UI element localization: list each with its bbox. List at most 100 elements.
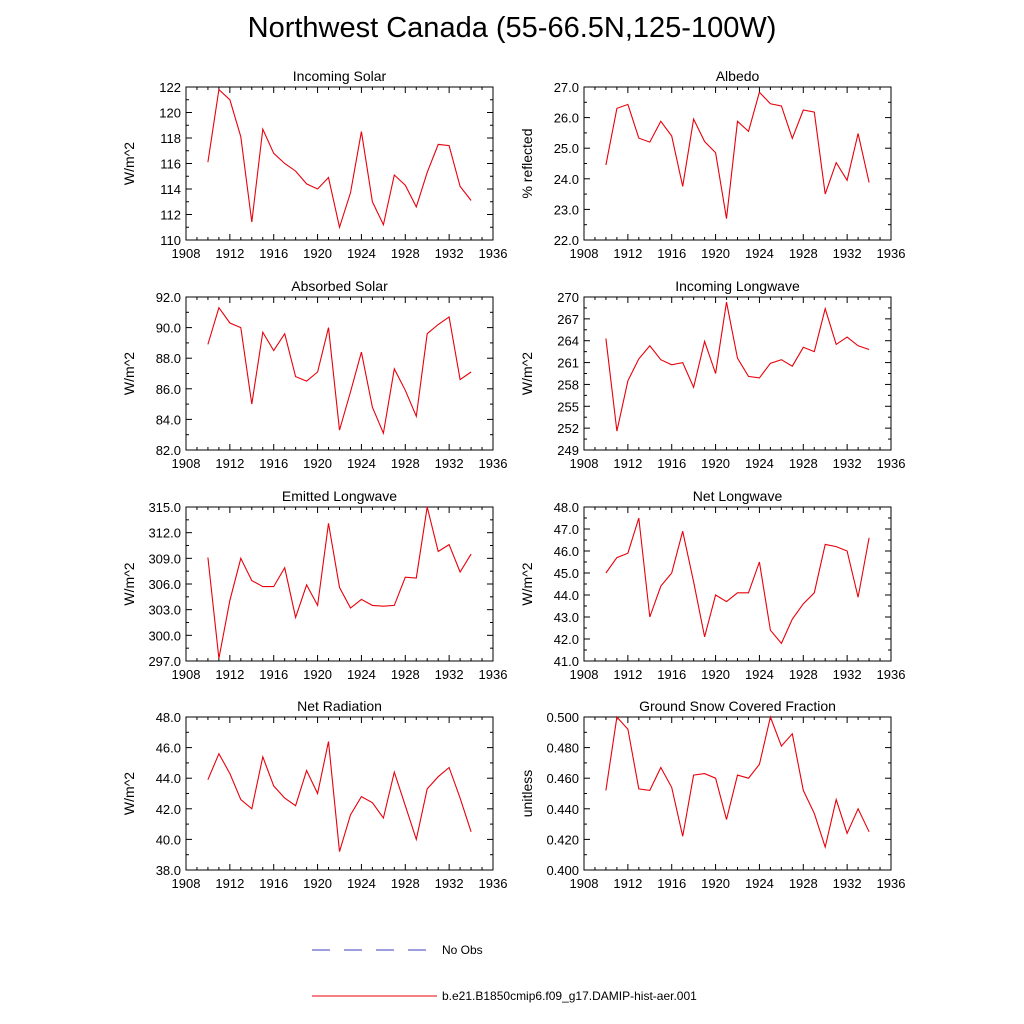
chart-panel: 1908 1912 1916 1920 1924 1928 1932 1936 110 112 11… (121, 68, 507, 261)
y-tick-label: 44.0 (554, 588, 579, 603)
y-tick-label: 48.0 (156, 710, 181, 725)
x-tick-label: 1916 (657, 246, 686, 261)
y-tick-label: 43.0 (554, 610, 579, 625)
y-tick-label: 114 (160, 182, 181, 197)
y-tick-label: 38.0 (156, 863, 181, 878)
y-tick-label: 306.0 (148, 577, 181, 592)
y-tick-label: 252 (557, 421, 579, 436)
x-tick-label: 1908 (570, 456, 599, 471)
x-tick-label: 1932 (833, 667, 862, 682)
y-tick-label: 24.0 (554, 172, 579, 187)
x-tick-label: 1932 (833, 456, 862, 471)
panel-title: Albedo (716, 68, 760, 84)
y-axis-label: W/m^2 (519, 562, 535, 605)
x-tick-label: 1924 (347, 456, 376, 471)
x-tick-label: 1912 (215, 456, 244, 471)
y-tick-label: 261 (557, 356, 579, 371)
panel-title: Ground Snow Covered Fraction (639, 698, 836, 714)
y-tick-label: 0.480 (546, 741, 579, 756)
y-tick-label: 0.400 (546, 863, 579, 878)
y-tick-label: 46.0 (554, 544, 579, 559)
x-tick-label: 1924 (745, 246, 774, 261)
chart-panel: 1908 1912 1916 1920 1924 1928 1932 1936 82.0 84.0… (121, 278, 507, 471)
y-tick-label: 44.0 (156, 771, 181, 786)
x-tick-label: 1916 (259, 246, 288, 261)
series-line (207, 741, 472, 852)
y-tick-label: 264 (557, 334, 579, 349)
y-tick-label: 84.0 (156, 412, 181, 427)
y-tick-label: 300.0 (148, 628, 181, 643)
y-tick-label: 46.0 (156, 741, 181, 756)
x-tick-label: 1920 (303, 876, 332, 891)
y-tick-label: 42.0 (554, 632, 579, 647)
y-tick-label: 48.0 (554, 500, 579, 515)
x-tick-label: 1920 (303, 456, 332, 471)
series-line (207, 88, 472, 230)
page-title: Northwest Canada (55-66.5N,125-100W) (247, 12, 777, 44)
legend-label: b.e21.B1850cmip6.f09_g17.DAMIP-hist-aer.… (442, 989, 697, 1003)
y-axis-label: W/m^2 (121, 352, 137, 395)
x-tick-label: 1936 (479, 456, 508, 471)
x-tick-label: 1928 (391, 876, 420, 891)
y-tick-label: 120 (159, 106, 181, 121)
y-tick-label: 41.0 (554, 654, 579, 669)
panel-title: Net Radiation (297, 698, 382, 714)
x-tick-label: 1932 (435, 246, 464, 261)
y-axis-label: unitless (519, 770, 535, 817)
y-tick-label: 90.0 (156, 321, 181, 336)
y-tick-label: 309.0 (148, 551, 181, 566)
x-tick-label: 1924 (347, 667, 376, 682)
x-tick-label: 1908 (172, 456, 201, 471)
x-tick-label: 1928 (391, 456, 420, 471)
x-tick-label: 1912 (215, 876, 244, 891)
chart-panel: 1908 1912 1916 1920 1924 1928 1932 1936 38.0 40.0… (121, 698, 507, 891)
y-tick-label: 82.0 (156, 443, 181, 458)
x-tick-label: 1908 (172, 876, 201, 891)
y-tick-label: 0.440 (546, 802, 579, 817)
x-tick-label: 1912 (613, 667, 642, 682)
legend: No Obs b.e21.B1850cmip6.f09_g17.DAMIP-his… (312, 943, 697, 1003)
x-tick-label: 1920 (303, 667, 332, 682)
x-tick-label: 1928 (789, 876, 818, 891)
plot-frame (583, 506, 892, 662)
y-tick-label: 22.0 (554, 233, 579, 248)
x-tick-label: 1936 (479, 246, 508, 261)
plot-frame (185, 86, 494, 241)
x-tick-label: 1924 (347, 246, 376, 261)
series-line (605, 301, 870, 432)
x-tick-label: 1908 (570, 246, 599, 261)
series-line (605, 715, 870, 850)
y-tick-label: 258 (557, 377, 579, 392)
x-tick-label: 1912 (613, 456, 642, 471)
y-tick-label: 26.0 (554, 111, 579, 126)
y-tick-label: 25.0 (554, 141, 579, 156)
y-tick-label: 86.0 (156, 382, 181, 397)
y-tick-label: 297.0 (148, 654, 181, 669)
y-tick-label: 0.420 (546, 832, 579, 847)
chart-panel: 1908 1912 1916 1920 1924 1928 1932 1936 297.0 300… (121, 488, 507, 682)
x-tick-label: 1908 (570, 876, 599, 891)
x-tick-label: 1928 (789, 246, 818, 261)
x-tick-label: 1916 (259, 667, 288, 682)
y-axis-label: W/m^2 (121, 772, 137, 815)
x-tick-label: 1936 (877, 246, 906, 261)
x-tick-label: 1936 (877, 456, 906, 471)
x-tick-label: 1908 (172, 667, 201, 682)
series-line (605, 517, 870, 645)
plot-frame (185, 506, 494, 662)
x-tick-label: 1928 (789, 667, 818, 682)
y-tick-label: 270 (557, 290, 579, 305)
y-tick-label: 255 (557, 399, 579, 414)
panel-title: Emitted Longwave (282, 488, 397, 504)
legend-label: No Obs (442, 943, 483, 957)
x-tick-label: 1928 (391, 246, 420, 261)
x-tick-label: 1908 (172, 246, 201, 261)
x-tick-label: 1908 (570, 667, 599, 682)
x-tick-label: 1916 (657, 876, 686, 891)
x-tick-label: 1912 (613, 246, 642, 261)
x-tick-label: 1924 (745, 456, 774, 471)
x-tick-label: 1916 (657, 667, 686, 682)
panel-title: Incoming Solar (293, 68, 387, 84)
x-tick-label: 1928 (789, 456, 818, 471)
y-tick-label: 45.0 (554, 566, 579, 581)
